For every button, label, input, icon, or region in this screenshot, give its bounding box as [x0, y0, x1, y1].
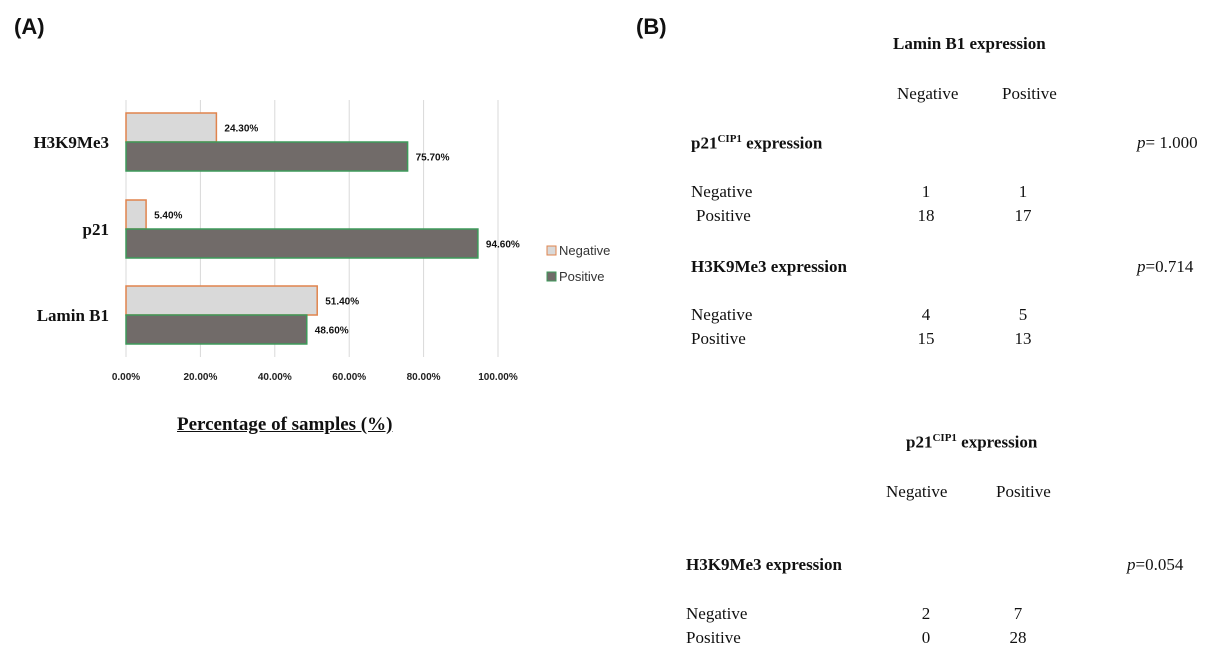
data-label: 5.40% — [154, 211, 182, 222]
x-tick-label: 60.00% — [332, 372, 366, 383]
x-tick-label: 20.00% — [183, 372, 217, 383]
section-p21-title: p21CIP1 expression — [691, 133, 823, 153]
x-tick-label: 100.00% — [478, 372, 518, 383]
x-axis-title: Percentage of samples (%) — [177, 414, 393, 435]
row-label: Negative — [691, 305, 753, 324]
row-label: Positive — [691, 329, 746, 348]
category-label: p21 — [83, 220, 109, 239]
legend-label: Negative — [559, 243, 610, 258]
table2-col-negative: Negative — [886, 482, 948, 501]
data-label: 75.70% — [416, 153, 450, 164]
legend: Negative Positive — [546, 243, 610, 284]
bars — [125, 112, 479, 345]
data-label: 48.60% — [315, 326, 349, 337]
cell-value: 5 — [1018, 305, 1028, 324]
section-h3k9me3-pvalue: p=0.714 — [1137, 257, 1194, 276]
category-label: Lamin B1 — [37, 306, 109, 325]
cell-value: 15 — [917, 329, 935, 348]
bar-positive — [125, 314, 308, 345]
data-label: 24.30% — [224, 124, 258, 135]
legend-label: Positive — [559, 269, 605, 284]
bar-positive — [125, 141, 409, 172]
x-tick-label: 0.00% — [112, 372, 140, 383]
row-label: Positive — [686, 628, 741, 647]
cell-value: 18 — [917, 206, 935, 225]
bar-negative — [125, 112, 218, 143]
cell-value: 2 — [921, 604, 931, 623]
table1-col-negative: Negative — [897, 84, 959, 103]
row-label: Negative — [686, 604, 748, 623]
table2-pvalue: p=0.054 — [1127, 555, 1184, 574]
section-h3k9me3-title: H3K9Me3 expression — [691, 257, 847, 276]
category-label: H3K9Me3 — [33, 133, 109, 152]
cell-value: 4 — [921, 305, 931, 324]
data-label: 51.40% — [325, 297, 359, 308]
panel-a-label: (A) — [14, 14, 45, 39]
labels: 0.00% 20.00% 40.00% 60.00% 80.00% 100.00% 24.3… — [33, 124, 519, 384]
table1-title: Lamin B1 expression — [893, 34, 1046, 53]
x-tick-label: 40.00% — [258, 372, 292, 383]
cell-value: 17 — [1014, 206, 1032, 225]
table1-col-positive: Positive — [1002, 84, 1057, 103]
data-label: 94.60% — [486, 240, 520, 251]
cell-value: 13 — [1014, 329, 1032, 348]
cell-value: 28 — [1009, 628, 1027, 647]
row-label: Positive — [696, 206, 751, 225]
cell-value: 1 — [921, 182, 931, 201]
cell-value: 1 — [1018, 182, 1028, 201]
bar-chart: 0.00% 20.00% 40.00% 60.00% 80.00% 100.00% 24.3… — [33, 100, 610, 384]
row-label: Negative — [691, 182, 753, 201]
cell-value: 0 — [921, 628, 931, 647]
x-tick-label: 80.00% — [407, 372, 441, 383]
bar-positive — [125, 228, 479, 259]
table2-title: p21CIP1 expression — [906, 432, 1038, 452]
legend-swatch — [546, 271, 557, 282]
bar-negative — [125, 285, 318, 316]
table2-section-title: H3K9Me3 expression — [686, 555, 842, 574]
table2-col-positive: Positive — [996, 482, 1051, 501]
legend-swatch — [546, 245, 557, 256]
panel-b-label: (B) — [636, 14, 667, 39]
section-p21-pvalue: p= 1.000 — [1137, 133, 1198, 152]
bar-negative — [125, 199, 147, 230]
cell-value: 7 — [1013, 604, 1023, 623]
